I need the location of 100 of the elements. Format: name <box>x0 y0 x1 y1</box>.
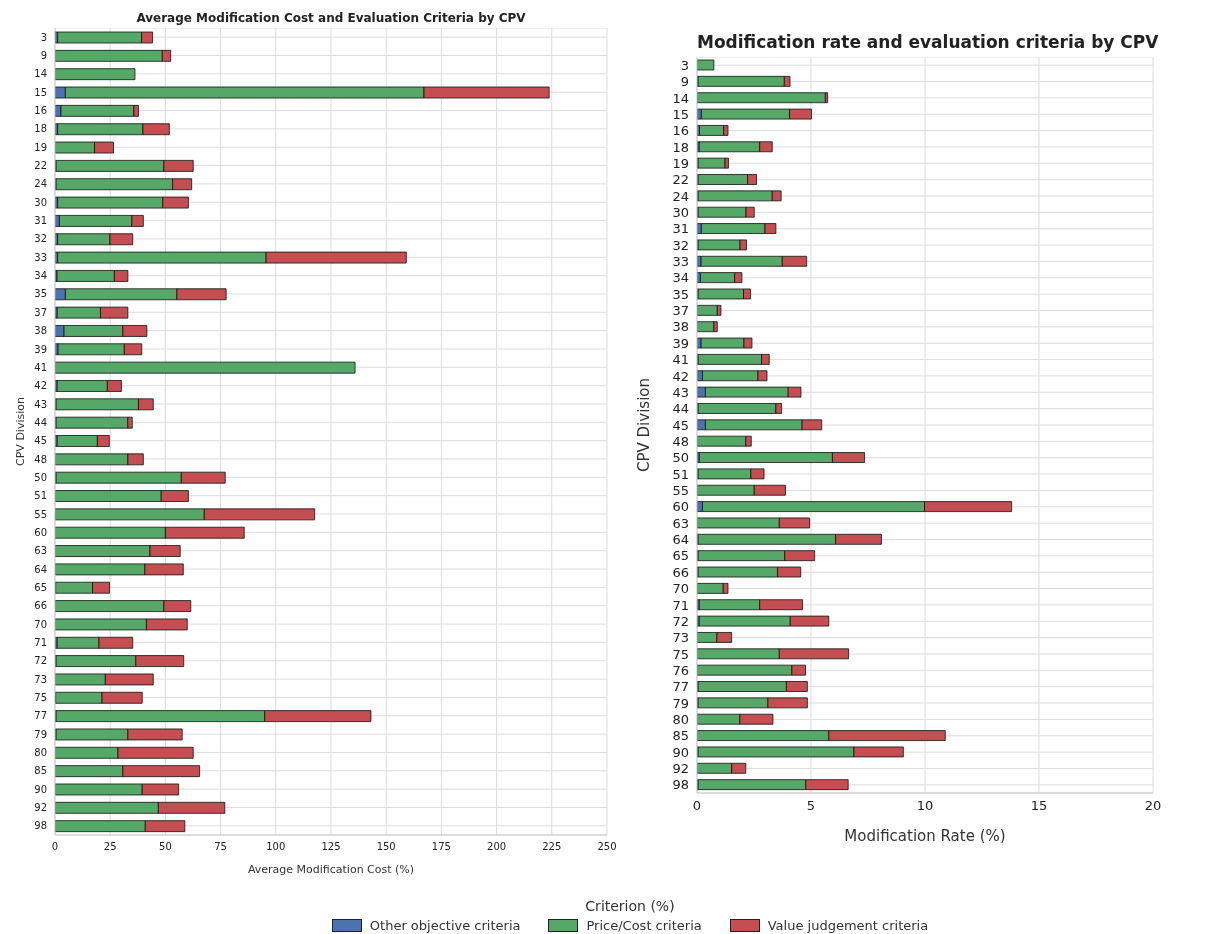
x-tick-label: 25 <box>103 841 117 853</box>
y-tick-label: 41 <box>672 352 689 368</box>
legend-label: Other objective criteria <box>368 918 521 933</box>
x-axis-title: Average Modification Cost (%) <box>247 863 415 876</box>
y-tick-label: 31 <box>672 221 689 237</box>
x-tick-label: 175 <box>431 841 451 853</box>
y-tick-label: 90 <box>34 783 47 795</box>
chart-title: Modification rate and evaluation criteria by CPV <box>696 31 1160 54</box>
y-tick-label: 72 <box>672 613 689 629</box>
y-tick-label: 34 <box>34 270 47 282</box>
y-tick-label: 34 <box>672 270 689 286</box>
y-tick-label: 16 <box>34 105 47 117</box>
legend-label: Price/Cost criteria <box>585 918 702 933</box>
y-tick-label: 50 <box>672 450 689 466</box>
y-tick-label: 43 <box>34 398 47 410</box>
y-tick-label: 71 <box>34 636 47 648</box>
y-tick-label: 51 <box>34 490 47 502</box>
y-tick-label: 14 <box>672 90 689 106</box>
y-tick-label: 44 <box>672 401 689 417</box>
y-tick-label: 73 <box>672 630 689 646</box>
y-tick-label: 70 <box>34 618 47 630</box>
y-tick-label: 98 <box>34 820 47 832</box>
y-tick-label: 45 <box>34 435 47 447</box>
y-tick-label: 79 <box>34 728 47 740</box>
y-tick-label: 35 <box>34 288 47 300</box>
y-tick-label: 9 <box>40 50 47 62</box>
x-tick-label: 15 <box>1030 798 1048 814</box>
y-tick-label: 39 <box>34 343 47 355</box>
y-tick-label: 60 <box>672 499 689 515</box>
y-tick-label: 90 <box>672 744 689 760</box>
y-tick-label: 65 <box>34 581 47 593</box>
x-tick-label: 125 <box>321 841 341 853</box>
y-tick-label: 92 <box>672 761 689 777</box>
y-tick-label: 51 <box>672 466 689 482</box>
chart-title: Average Modification Cost and Evaluation Criteria by CPV <box>135 10 527 27</box>
y-tick-label: 14 <box>34 68 47 80</box>
y-tick-label: 65 <box>672 548 689 564</box>
y-tick-label: 19 <box>672 155 689 171</box>
y-tick-label: 55 <box>34 508 47 520</box>
y-tick-label: 70 <box>672 581 689 597</box>
y-tick-label: 75 <box>34 691 47 703</box>
x-tick-label: 5 <box>806 798 816 814</box>
x-tick-label: 20 <box>1144 798 1162 814</box>
y-tick-label: 63 <box>34 545 47 557</box>
x-tick-label: 50 <box>159 841 172 853</box>
x-tick-label: 0 <box>51 841 59 853</box>
y-tick-label: 22 <box>672 172 689 188</box>
y-tick-label: 39 <box>672 335 689 351</box>
y-tick-label: 15 <box>672 106 689 122</box>
y-tick-label: 33 <box>672 254 689 270</box>
y-tick-label: 24 <box>34 178 47 190</box>
y-tick-label: 85 <box>34 765 47 777</box>
x-axis-title: Modification Rate (%) <box>844 827 1006 845</box>
y-tick-label: 30 <box>34 196 47 208</box>
y-tick-label: 15 <box>34 86 47 98</box>
y-tick-label: 50 <box>34 471 47 483</box>
y-tick-label: 35 <box>672 286 689 302</box>
y-tick-label: 9 <box>680 74 689 90</box>
y-tick-label: 38 <box>672 319 689 335</box>
y-tick-label: 92 <box>34 802 47 814</box>
y-tick-label: 80 <box>34 747 47 759</box>
y-tick-label: 85 <box>672 728 689 744</box>
y-tick-label: 80 <box>672 712 689 728</box>
legend-title: Criterion (%) <box>584 898 676 914</box>
y-tick-label: 18 <box>672 139 689 155</box>
y-tick-label: 76 <box>672 662 689 678</box>
y-tick-label: 19 <box>34 141 47 153</box>
x-tick-label: 250 <box>597 841 617 853</box>
y-axis-title: CPV Division <box>635 378 654 472</box>
y-tick-label: 33 <box>34 251 47 263</box>
y-tick-label: 71 <box>672 597 689 613</box>
x-tick-label: 200 <box>487 841 507 853</box>
y-tick-label: 22 <box>34 160 47 172</box>
y-tick-label: 55 <box>672 483 689 499</box>
y-tick-label: 37 <box>672 303 689 319</box>
y-tick-label: 64 <box>34 563 47 575</box>
y-tick-label: 73 <box>34 673 47 685</box>
y-tick-label: 77 <box>672 679 689 695</box>
y-tick-label: 48 <box>672 433 689 449</box>
y-axis-title: CPV Division <box>13 397 27 466</box>
x-tick-label: 10 <box>916 798 934 814</box>
y-tick-label: 3 <box>40 31 47 43</box>
y-tick-label: 98 <box>672 777 689 793</box>
x-tick-label: 100 <box>266 841 286 853</box>
y-tick-label: 75 <box>672 646 689 662</box>
y-tick-label: 42 <box>672 368 689 384</box>
y-tick-label: 79 <box>672 695 689 711</box>
y-tick-label: 63 <box>672 515 689 531</box>
y-tick-label: 32 <box>34 233 47 245</box>
y-tick-label: 44 <box>34 416 47 428</box>
y-tick-label: 16 <box>672 123 689 139</box>
x-tick-label: 0 <box>692 798 702 814</box>
y-tick-label: 30 <box>672 204 689 220</box>
y-tick-label: 43 <box>672 384 689 400</box>
y-tick-label: 18 <box>34 123 47 135</box>
y-tick-label: 66 <box>672 564 689 580</box>
y-tick-label: 38 <box>34 325 47 337</box>
legend-label: Value judgement criteria <box>766 918 929 933</box>
y-tick-label: 41 <box>34 361 47 373</box>
y-tick-label: 3 <box>680 57 689 73</box>
